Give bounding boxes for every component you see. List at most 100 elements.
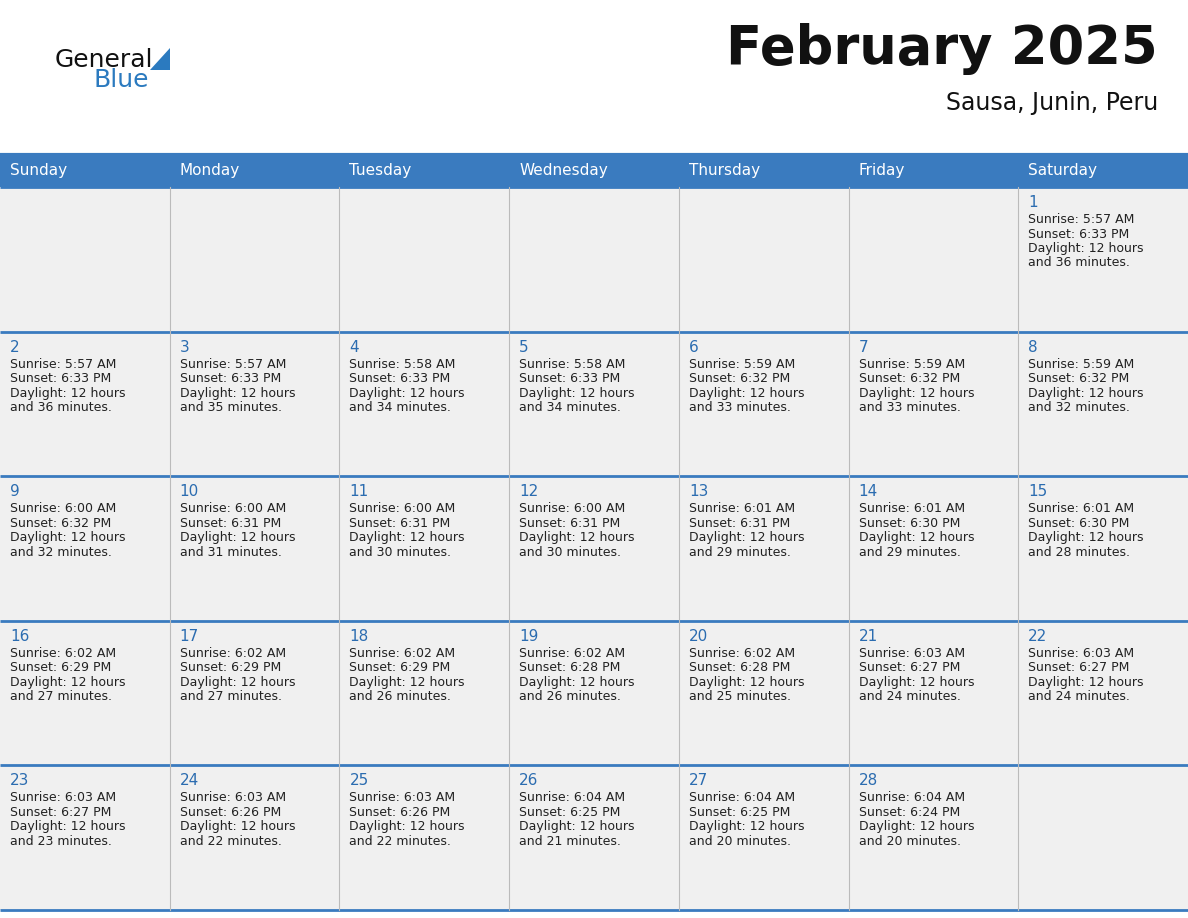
Text: Sunset: 6:32 PM: Sunset: 6:32 PM: [10, 517, 112, 530]
Text: Sunset: 6:33 PM: Sunset: 6:33 PM: [179, 372, 282, 385]
Text: Daylight: 12 hours: Daylight: 12 hours: [689, 386, 804, 399]
Text: Sunset: 6:30 PM: Sunset: 6:30 PM: [859, 517, 960, 530]
Text: 6: 6: [689, 340, 699, 354]
Text: 5: 5: [519, 340, 529, 354]
Text: Daylight: 12 hours: Daylight: 12 hours: [10, 821, 126, 834]
Text: and 28 minutes.: and 28 minutes.: [1029, 545, 1130, 559]
Text: Sunset: 6:27 PM: Sunset: 6:27 PM: [1029, 661, 1130, 675]
Bar: [510, 331, 678, 476]
Text: and 23 minutes.: and 23 minutes.: [10, 834, 112, 848]
Text: 18: 18: [349, 629, 368, 644]
Text: Daylight: 12 hours: Daylight: 12 hours: [1029, 242, 1144, 255]
Text: and 30 minutes.: and 30 minutes.: [519, 545, 621, 559]
Text: Wednesday: Wednesday: [519, 163, 608, 178]
Bar: [1018, 187, 1188, 331]
Text: and 30 minutes.: and 30 minutes.: [349, 545, 451, 559]
Text: and 24 minutes.: and 24 minutes.: [859, 690, 960, 703]
Bar: [340, 187, 510, 331]
Text: Sunrise: 6:03 AM: Sunrise: 6:03 AM: [179, 791, 286, 804]
Text: 27: 27: [689, 773, 708, 789]
Text: 9: 9: [10, 484, 20, 499]
Bar: [848, 476, 1018, 621]
Bar: [848, 187, 1018, 331]
Text: Thursday: Thursday: [689, 163, 760, 178]
Text: and 20 minutes.: and 20 minutes.: [689, 834, 791, 848]
Text: Sunset: 6:29 PM: Sunset: 6:29 PM: [10, 661, 112, 675]
Text: and 27 minutes.: and 27 minutes.: [10, 690, 112, 703]
Bar: [340, 476, 510, 621]
Text: Sunrise: 6:04 AM: Sunrise: 6:04 AM: [519, 791, 625, 804]
Text: February 2025: February 2025: [726, 23, 1158, 75]
Text: Sunrise: 6:03 AM: Sunrise: 6:03 AM: [1029, 647, 1135, 660]
Bar: [1018, 621, 1188, 766]
Text: Daylight: 12 hours: Daylight: 12 hours: [519, 532, 634, 544]
Bar: [0, 187, 170, 331]
Text: Tuesday: Tuesday: [349, 163, 412, 178]
Text: Sunset: 6:27 PM: Sunset: 6:27 PM: [10, 806, 112, 819]
Polygon shape: [150, 48, 170, 70]
Text: Sunset: 6:32 PM: Sunset: 6:32 PM: [859, 372, 960, 385]
Text: 24: 24: [179, 773, 198, 789]
Text: Daylight: 12 hours: Daylight: 12 hours: [10, 386, 126, 399]
Text: 17: 17: [179, 629, 198, 644]
Text: Sunrise: 6:00 AM: Sunrise: 6:00 AM: [349, 502, 456, 515]
Text: and 20 minutes.: and 20 minutes.: [859, 834, 961, 848]
Text: Daylight: 12 hours: Daylight: 12 hours: [179, 821, 295, 834]
Bar: [170, 476, 340, 621]
Text: 15: 15: [1029, 484, 1048, 499]
Text: and 26 minutes.: and 26 minutes.: [519, 690, 621, 703]
Text: and 29 minutes.: and 29 minutes.: [689, 545, 791, 559]
Text: Sunset: 6:28 PM: Sunset: 6:28 PM: [689, 661, 790, 675]
Text: Sunset: 6:33 PM: Sunset: 6:33 PM: [349, 372, 450, 385]
Bar: [0, 766, 170, 910]
Bar: [340, 621, 510, 766]
Bar: [1018, 476, 1188, 621]
Text: Blue: Blue: [93, 68, 148, 92]
Text: and 34 minutes.: and 34 minutes.: [349, 401, 451, 414]
Text: Sunrise: 6:00 AM: Sunrise: 6:00 AM: [179, 502, 286, 515]
Text: Daylight: 12 hours: Daylight: 12 hours: [349, 676, 465, 688]
Text: 13: 13: [689, 484, 708, 499]
Text: and 35 minutes.: and 35 minutes.: [179, 401, 282, 414]
Text: Daylight: 12 hours: Daylight: 12 hours: [10, 676, 126, 688]
Text: 4: 4: [349, 340, 359, 354]
Text: Sunset: 6:29 PM: Sunset: 6:29 PM: [349, 661, 450, 675]
Text: Sunrise: 6:02 AM: Sunrise: 6:02 AM: [179, 647, 286, 660]
Bar: [340, 331, 510, 476]
Text: and 26 minutes.: and 26 minutes.: [349, 690, 451, 703]
Text: Sunrise: 5:58 AM: Sunrise: 5:58 AM: [519, 358, 626, 371]
Text: Monday: Monday: [179, 163, 240, 178]
Text: Sunrise: 6:00 AM: Sunrise: 6:00 AM: [519, 502, 625, 515]
Bar: [0, 155, 1188, 187]
Bar: [170, 331, 340, 476]
Text: 10: 10: [179, 484, 198, 499]
Text: and 33 minutes.: and 33 minutes.: [689, 401, 791, 414]
Bar: [848, 621, 1018, 766]
Text: Daylight: 12 hours: Daylight: 12 hours: [519, 676, 634, 688]
Text: Daylight: 12 hours: Daylight: 12 hours: [689, 821, 804, 834]
Text: Sunset: 6:32 PM: Sunset: 6:32 PM: [1029, 372, 1130, 385]
Bar: [170, 766, 340, 910]
Bar: [510, 621, 678, 766]
Text: and 31 minutes.: and 31 minutes.: [179, 545, 282, 559]
Bar: [678, 766, 848, 910]
Text: Sunrise: 5:57 AM: Sunrise: 5:57 AM: [179, 358, 286, 371]
Text: Sunrise: 6:02 AM: Sunrise: 6:02 AM: [10, 647, 116, 660]
Text: and 32 minutes.: and 32 minutes.: [10, 545, 112, 559]
Text: Daylight: 12 hours: Daylight: 12 hours: [349, 821, 465, 834]
Text: General: General: [55, 48, 153, 72]
Text: Sunrise: 5:58 AM: Sunrise: 5:58 AM: [349, 358, 456, 371]
Text: Daylight: 12 hours: Daylight: 12 hours: [10, 532, 126, 544]
Text: Sunset: 6:25 PM: Sunset: 6:25 PM: [689, 806, 790, 819]
Text: 22: 22: [1029, 629, 1048, 644]
Text: and 29 minutes.: and 29 minutes.: [859, 545, 960, 559]
Text: and 33 minutes.: and 33 minutes.: [859, 401, 960, 414]
Text: Sunrise: 6:01 AM: Sunrise: 6:01 AM: [689, 502, 795, 515]
Bar: [170, 187, 340, 331]
Text: Daylight: 12 hours: Daylight: 12 hours: [1029, 386, 1144, 399]
Text: and 36 minutes.: and 36 minutes.: [1029, 256, 1130, 270]
Bar: [848, 766, 1018, 910]
Text: Sausa, Junin, Peru: Sausa, Junin, Peru: [946, 91, 1158, 115]
Text: Sunrise: 6:04 AM: Sunrise: 6:04 AM: [859, 791, 965, 804]
Text: Sunrise: 5:59 AM: Sunrise: 5:59 AM: [859, 358, 965, 371]
